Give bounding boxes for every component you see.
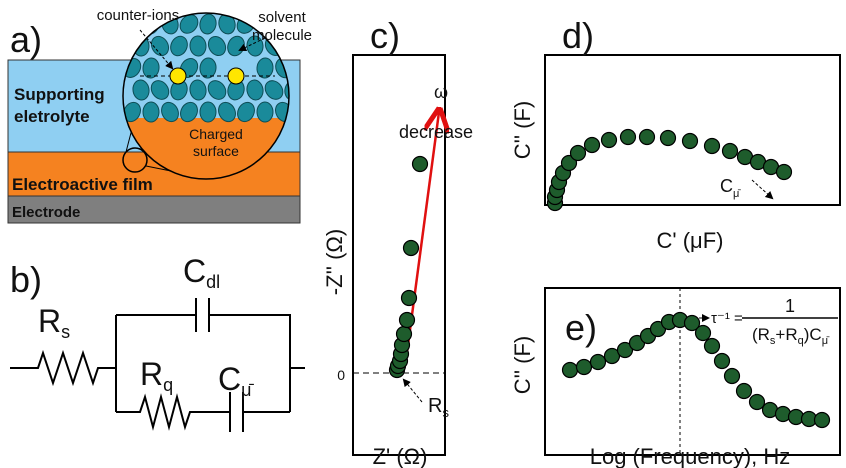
data-point	[577, 360, 592, 375]
x-axis-label: Log (Frequency), Hz	[590, 444, 791, 468]
subscript: μ̄	[241, 380, 254, 400]
data-point	[402, 291, 417, 306]
arrow	[404, 380, 422, 402]
panel-label: d)	[562, 15, 594, 56]
layer-label: Electrode	[12, 204, 80, 221]
annotation: (Rs+Rq)Cμ̄	[752, 325, 830, 347]
data-point	[715, 354, 730, 369]
data-point	[621, 130, 636, 145]
symbol: C	[218, 361, 241, 397]
annotation: molecule	[252, 27, 312, 44]
panel-label: b)	[10, 259, 42, 300]
subscript: s	[442, 405, 449, 420]
data-point	[777, 165, 792, 180]
solvent-molecule	[143, 102, 159, 122]
annotation: τ⁻¹ =	[711, 310, 743, 327]
data-point	[683, 134, 698, 149]
annotation: decrease	[399, 122, 473, 142]
component-label: Cdl	[183, 253, 220, 292]
data-point	[585, 138, 600, 153]
data-point	[571, 146, 586, 161]
panel-d: d) C'' (F) C' (μF) Cμ̄	[510, 15, 840, 253]
panel-label: c)	[370, 15, 400, 56]
counter-ion	[228, 68, 244, 84]
symbol: C	[183, 253, 206, 289]
data-point	[737, 384, 752, 399]
data-point	[705, 339, 720, 354]
symbol: (R	[752, 325, 770, 344]
layer-label: eletrolyte	[14, 107, 90, 126]
symbol: C	[720, 176, 733, 196]
annotation: ω	[434, 82, 448, 102]
annotation: Cμ̄	[720, 176, 741, 200]
annotation: 1	[785, 296, 795, 316]
component-label: Rs	[38, 303, 70, 342]
symbol: R	[38, 303, 61, 339]
symbol: R	[428, 395, 442, 417]
panel-a: a) counter-ions solvent molecule Support…	[8, 7, 312, 223]
panel-c: c) -Z'' (Ω) 0 Z' (Ω) ω decrease Rs	[322, 15, 473, 468]
annotation: counter-ions	[97, 7, 180, 24]
subscript: s	[61, 322, 70, 342]
subscript: dl	[206, 272, 220, 292]
data-point	[640, 130, 655, 145]
arrow	[752, 180, 772, 198]
data-point	[815, 413, 830, 428]
annotation: Rs	[428, 395, 449, 420]
data-point	[750, 395, 765, 410]
x-axis-label: Z' (Ω)	[373, 444, 428, 468]
subscript: q	[163, 375, 173, 395]
data-point	[563, 363, 578, 378]
y-axis-label: -Z'' (Ω)	[322, 229, 347, 295]
data-point	[661, 131, 676, 146]
data-point	[602, 133, 617, 148]
plot-frame	[545, 55, 840, 205]
layer-label: Electroactive film	[12, 175, 153, 194]
data-point	[725, 369, 740, 384]
data-point	[591, 355, 606, 370]
data-point	[705, 139, 720, 154]
data-point	[696, 326, 711, 341]
annotation: Charged	[189, 126, 243, 142]
counter-ion	[170, 68, 186, 84]
panel-label: e)	[565, 307, 597, 348]
annotation: surface	[193, 143, 239, 159]
layer-label: Supporting	[14, 85, 105, 104]
data-point	[723, 144, 738, 159]
panel-label: a)	[10, 19, 42, 60]
panel-b: b) Cdl Rs Rq Cμ̄	[10, 253, 305, 432]
symbol: R	[140, 356, 163, 392]
y-axis-label: C'' (F)	[510, 336, 535, 395]
symbol: +R	[775, 325, 797, 344]
data-point	[397, 327, 412, 342]
figure: a) counter-ions solvent molecule Support…	[0, 0, 846, 468]
data-point	[400, 313, 415, 328]
annotation: solvent	[258, 9, 306, 26]
y-axis-label: C'' (F)	[510, 101, 535, 160]
component-label: Rq	[140, 356, 173, 395]
tick-label: 0	[337, 367, 345, 383]
panel-e: e) C'' (F) Log (Frequency), Hz τ⁻¹ = 1 (…	[510, 288, 840, 468]
component-label: Cμ̄	[218, 361, 254, 400]
subscript: μ̄	[822, 335, 830, 347]
symbol: )C	[804, 325, 822, 344]
solvent-molecule	[257, 102, 273, 122]
x-axis-label: C' (μF)	[657, 228, 724, 253]
solvent-molecule	[200, 102, 216, 122]
data-point	[413, 157, 428, 172]
data-point	[404, 241, 419, 256]
subscript: μ̄	[733, 188, 741, 200]
